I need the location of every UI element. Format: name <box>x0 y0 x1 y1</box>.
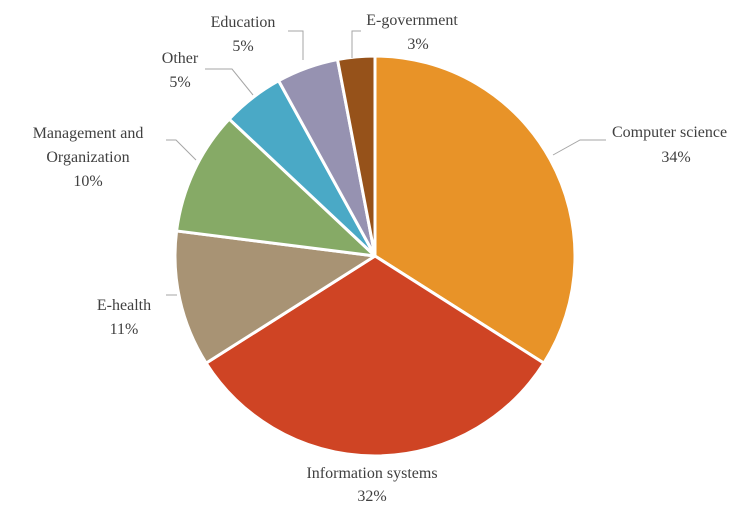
leader-line-other <box>205 68 254 96</box>
slice-percent-information-systems: 32% <box>357 488 386 505</box>
leader-lines <box>166 30 606 296</box>
slice-percent-management-and-organization: 10% <box>73 173 102 190</box>
pie-slice-e-government <box>336 54 377 258</box>
slice-label-management-and-organization: Management and <box>33 125 144 142</box>
slice-label-e-health: E-health <box>97 297 151 314</box>
slice-label-computer-science: Computer science <box>612 124 727 141</box>
slice-label-information-systems: Information systems <box>306 465 437 482</box>
leader-line-management-and-organization <box>166 139 197 161</box>
slice-percent-e-health: 11% <box>110 321 139 338</box>
pie-slice-information-systems <box>204 254 546 458</box>
slice-label-education: Education <box>211 14 276 31</box>
slice-percent-other: 5% <box>169 74 190 91</box>
pie-slices <box>173 54 577 458</box>
slice-percent-education: 5% <box>232 38 253 55</box>
slice-percent-e-government: 3% <box>407 36 428 53</box>
pie-slice-management-and-organization <box>175 117 377 258</box>
slice-labels: Computer science 34% Information systems 32… <box>33 12 727 505</box>
slice-label-e-government: E-government <box>366 12 458 29</box>
leader-line-e-government <box>351 30 361 58</box>
leader-line-education <box>288 30 304 60</box>
pie-slice-e-health <box>173 229 377 365</box>
slice-label-other: Other <box>162 50 199 67</box>
slice-label-management-and-organization: Organization <box>46 149 129 166</box>
leader-line-computer-science <box>552 139 606 156</box>
slice-percent-computer-science: 34% <box>661 149 690 166</box>
